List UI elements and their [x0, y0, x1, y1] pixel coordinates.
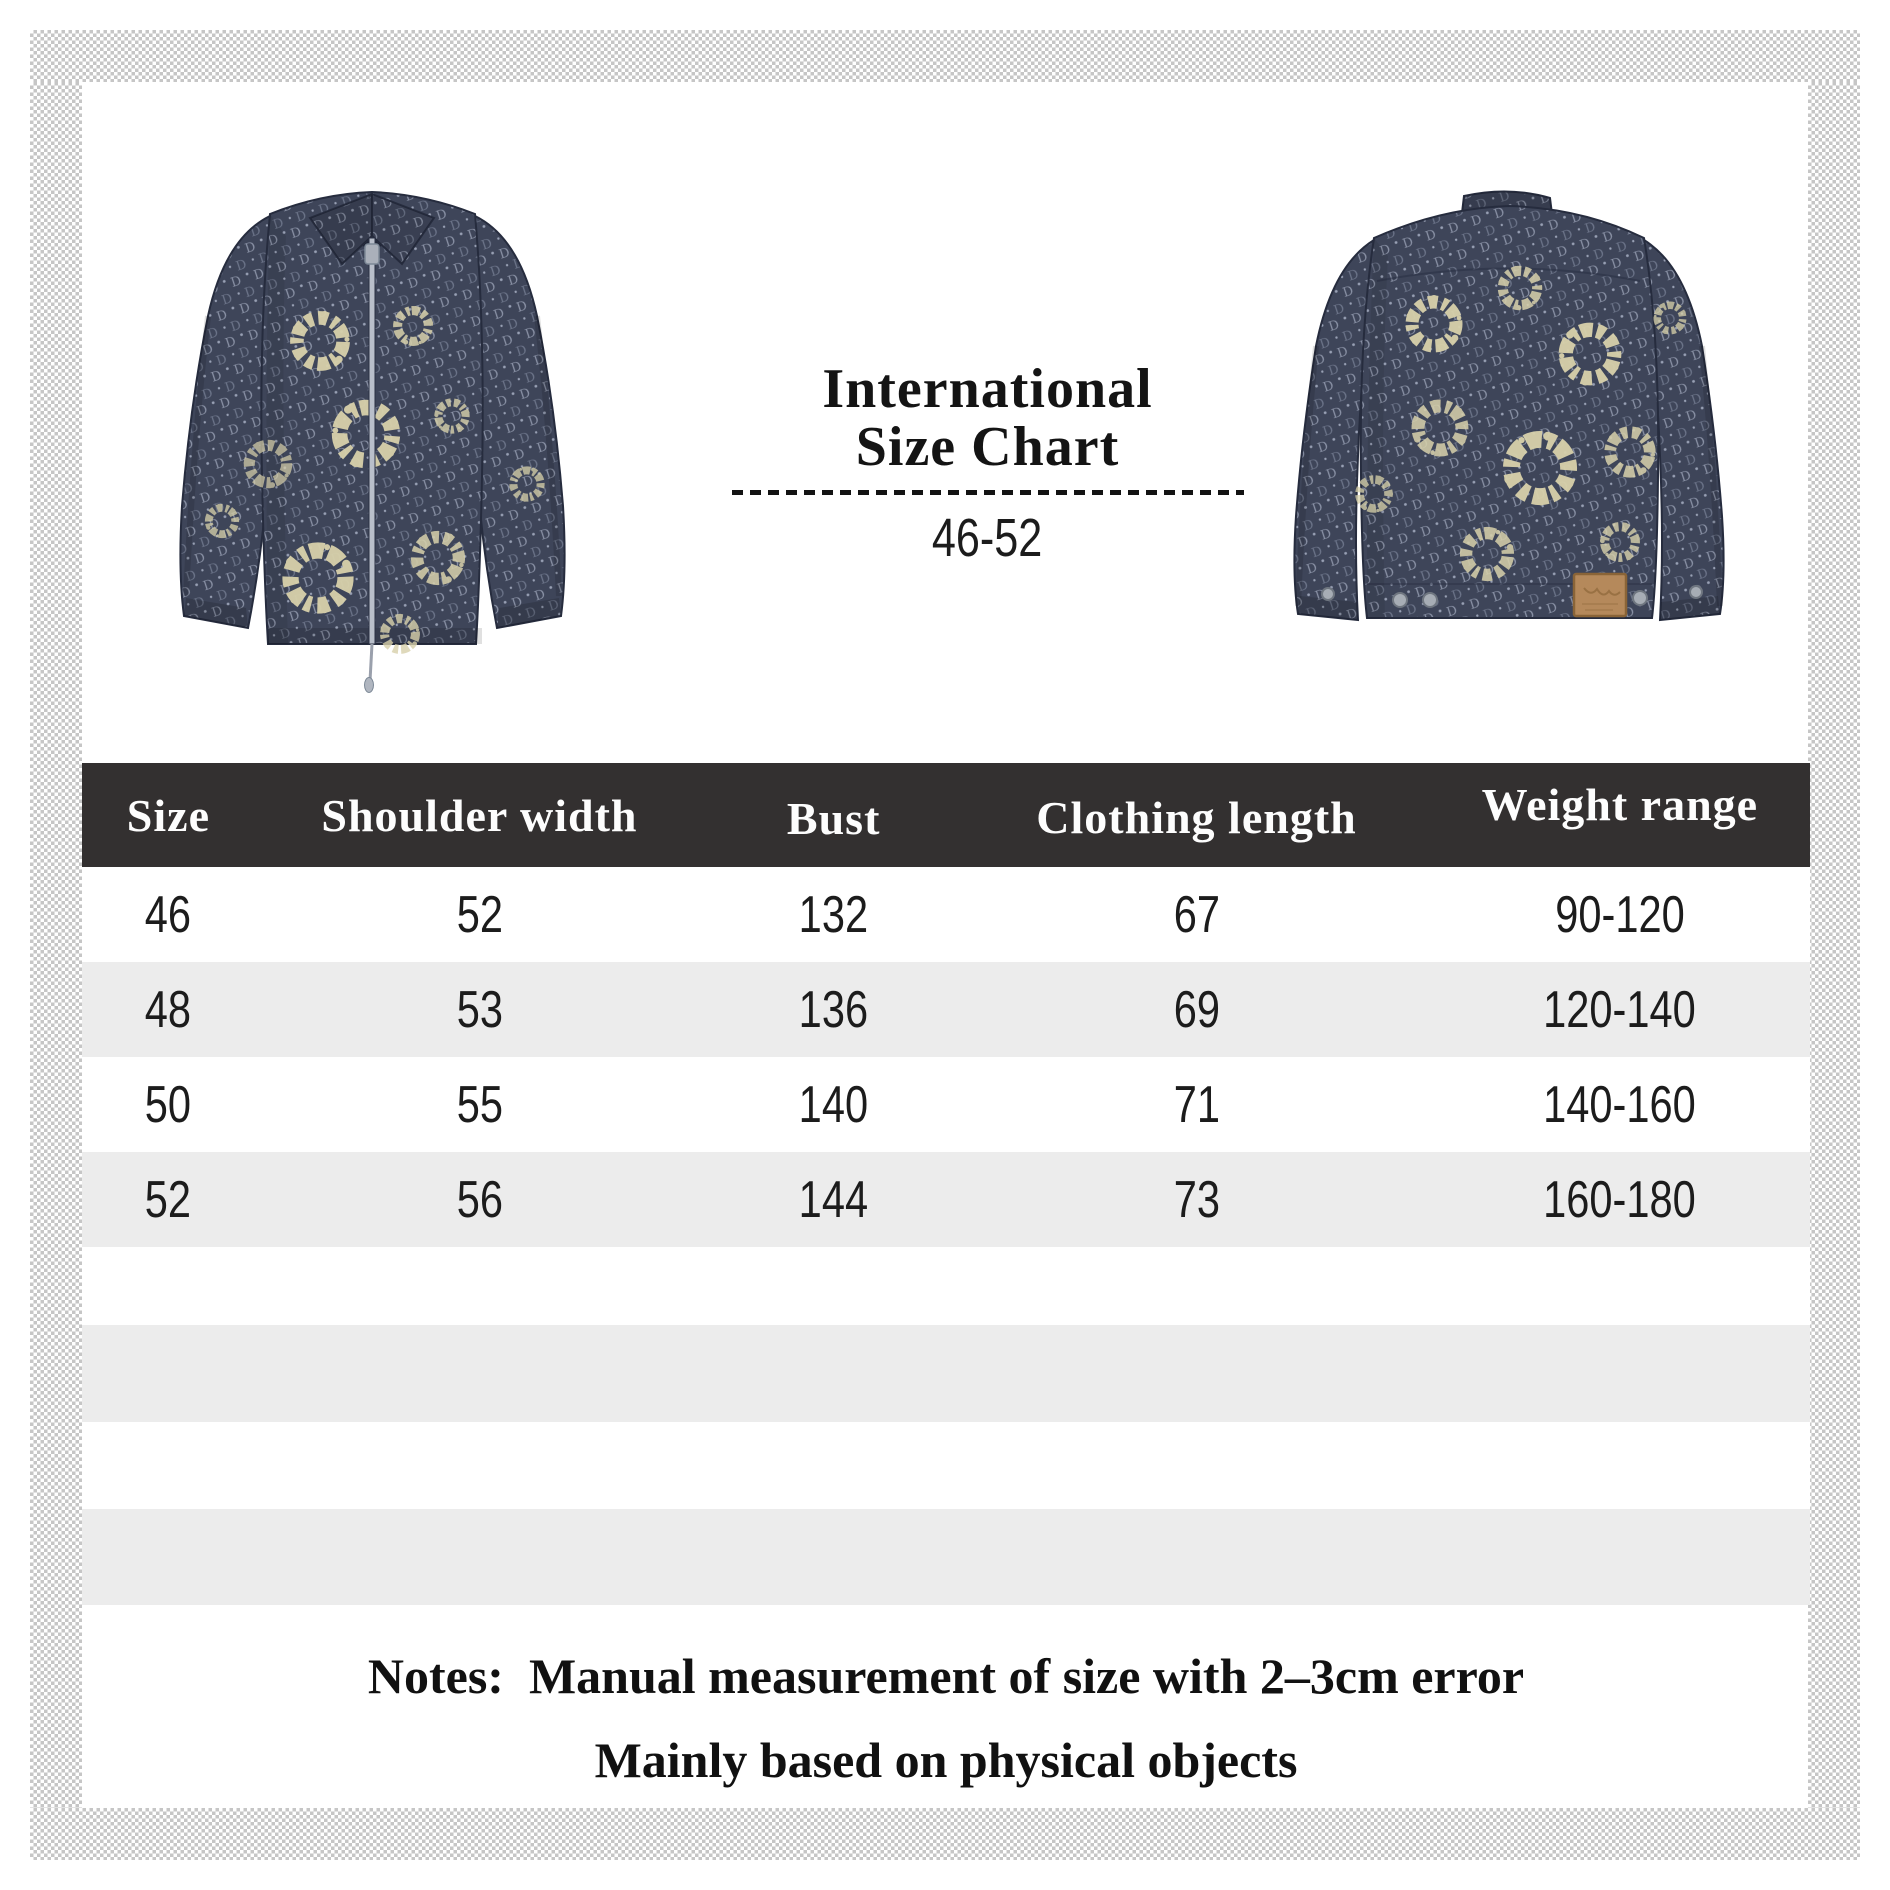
jacket-front-svg — [179, 190, 566, 693]
back-body — [1359, 204, 1660, 619]
table-cell-value: 48 — [145, 980, 192, 1039]
table-cell: 46 — [82, 867, 255, 962]
table-row-empty — [82, 1325, 1810, 1422]
column-header-label: Weight range — [1481, 778, 1759, 830]
table-cell: 140-160 — [1430, 1057, 1810, 1152]
column-header-size: Size — [82, 789, 255, 842]
table-cell: 55 — [255, 1057, 704, 1152]
column-header-label: Size — [126, 789, 210, 841]
table-cell-value: 73 — [1173, 1170, 1220, 1229]
table-cell-value: 69 — [1173, 980, 1220, 1039]
table-cell-value: 144 — [798, 1170, 869, 1229]
back-buttons — [1321, 585, 1703, 608]
table-row-empty — [82, 1509, 1810, 1605]
column-header-bust: Bust — [704, 789, 963, 844]
table-cell-value: 52 — [456, 885, 503, 944]
table-cell-value: 140-160 — [1543, 1075, 1697, 1134]
table-cell-value: 160-180 — [1543, 1170, 1697, 1229]
title-block: International Size Chart 46-52 — [715, 360, 1260, 569]
table-cell: 120-140 — [1430, 962, 1810, 1057]
back-left-sleeve — [1293, 238, 1376, 622]
page-title-line2: Size Chart — [855, 416, 1120, 478]
table-cell: 144 — [704, 1152, 963, 1247]
table-row-size-50: 50 55 140 71 140-160 — [82, 1057, 1810, 1152]
size-range-label: 46-52 — [932, 508, 1043, 568]
jacket-back-svg — [1293, 190, 1725, 622]
table-cell-value: 71 — [1173, 1075, 1220, 1134]
dashed-divider — [731, 490, 1244, 495]
page-title-line1: International — [822, 358, 1153, 420]
table-cell: 53 — [255, 962, 704, 1057]
table-cell: 52 — [255, 867, 704, 962]
jacket-front-image — [170, 176, 575, 701]
size-table: Size Shoulder width Bust Clothing length Wei… — [82, 763, 1810, 1605]
table-cell: 71 — [963, 1057, 1430, 1152]
column-header-label: Clothing length — [1036, 791, 1357, 843]
table-cell: 90-120 — [1430, 867, 1810, 962]
size-table-body: 46 52 132 67 90-120 48 53 136 69 120-140 50 55 140 71… — [82, 867, 1810, 1605]
notes-line2: Mainly based on physical objects — [594, 1732, 1298, 1788]
table-cell: 69 — [963, 962, 1430, 1057]
table-cell: 132 — [704, 867, 963, 962]
front-collar-right — [371, 192, 436, 266]
table-cell-value: 55 — [456, 1075, 503, 1134]
table-row-empty — [82, 1422, 1810, 1509]
table-row-size-52: 52 56 144 73 160-180 — [82, 1152, 1810, 1247]
table-cell: 67 — [963, 867, 1430, 962]
table-cell-value: 46 — [145, 885, 192, 944]
table-cell: 56 — [255, 1152, 704, 1247]
column-header-clothing-length: Clothing length — [963, 789, 1430, 843]
table-cell: 140 — [704, 1057, 963, 1152]
column-header-label: Bust — [786, 792, 881, 844]
column-header-weight-range: Weight range — [1430, 779, 1810, 842]
table-row-size-48: 48 53 136 69 120-140 — [82, 962, 1810, 1057]
table-cell-value: 50 — [145, 1075, 192, 1134]
table-cell: 50 — [82, 1057, 255, 1152]
table-row-size-46: 46 52 132 67 90-120 — [82, 867, 1810, 962]
table-cell: 73 — [963, 1152, 1430, 1247]
border-frame-bottom — [30, 1808, 1860, 1860]
table-cell-value: 90-120 — [1555, 885, 1685, 944]
table-cell: 52 — [82, 1152, 255, 1247]
table-cell-value: 120-140 — [1543, 980, 1697, 1039]
notes-line1: Notes: Manual measurement of size with 2… — [367, 1648, 1525, 1704]
column-header-shoulder-width: Shoulder width — [255, 789, 704, 842]
back-leather-label — [1572, 572, 1628, 618]
table-cell-value: 56 — [456, 1170, 503, 1229]
jacket-back-image — [1282, 186, 1737, 671]
table-cell-value: 52 — [145, 1170, 192, 1229]
border-frame-left — [30, 82, 82, 1808]
border-frame-top — [30, 30, 1860, 82]
front-zipper — [364, 237, 380, 693]
size-table-header: Size Shoulder width Bust Clothing length Wei… — [82, 763, 1810, 867]
table-cell-value: 53 — [456, 980, 503, 1039]
table-cell-value: 132 — [798, 885, 869, 944]
table-row-empty — [82, 1247, 1810, 1325]
table-cell-value: 140 — [798, 1075, 869, 1134]
column-header-label: Shoulder width — [321, 789, 638, 841]
table-cell: 48 — [82, 962, 255, 1057]
border-frame-right — [1808, 82, 1860, 1808]
table-cell-value: 136 — [798, 980, 869, 1039]
table-cell: 136 — [704, 962, 963, 1057]
notes-block: Notes: Manual measurement of size with 2… — [82, 1634, 1810, 1802]
table-cell: 160-180 — [1430, 1152, 1810, 1247]
table-cell-value: 67 — [1173, 885, 1220, 944]
